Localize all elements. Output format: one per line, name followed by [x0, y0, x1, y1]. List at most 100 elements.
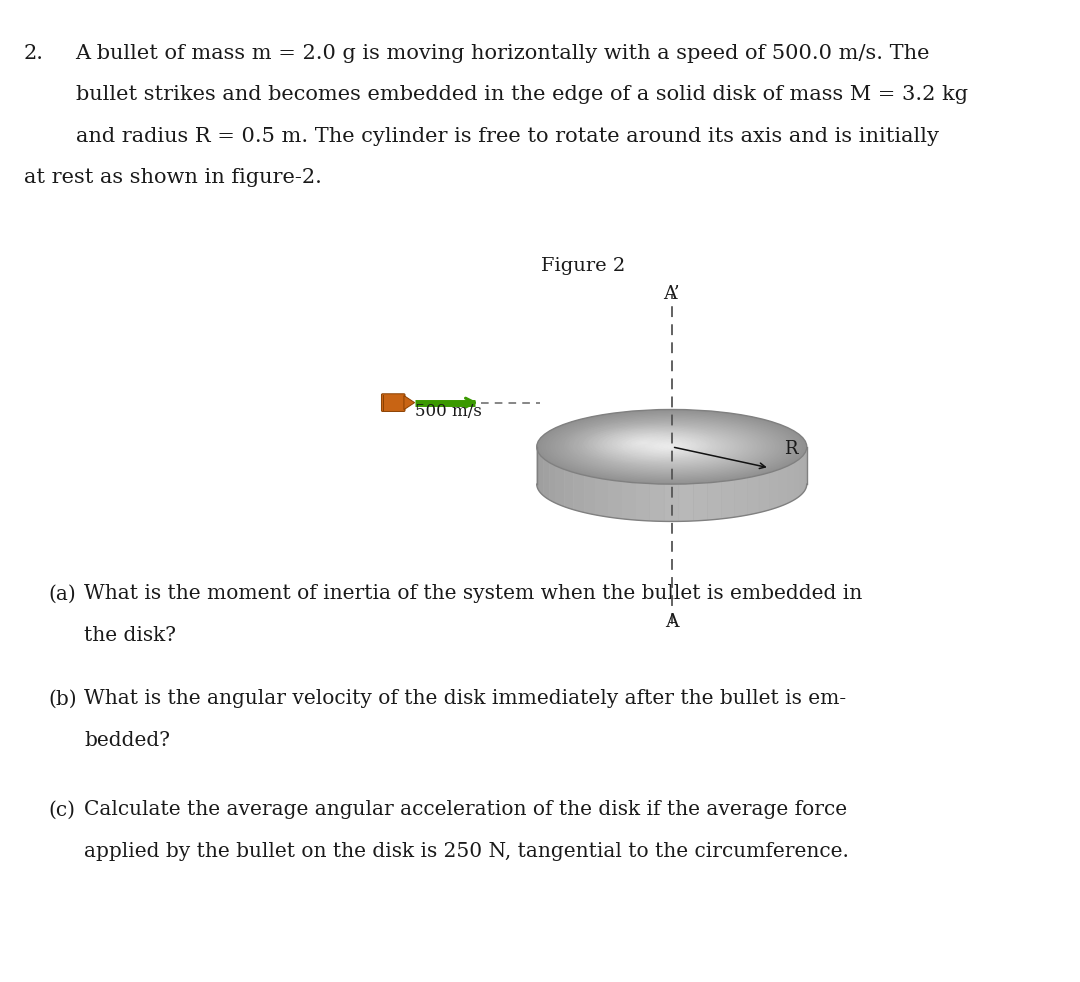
Ellipse shape — [589, 424, 755, 469]
Ellipse shape — [636, 437, 707, 457]
Polygon shape — [650, 483, 664, 521]
Ellipse shape — [656, 443, 688, 451]
Ellipse shape — [551, 413, 793, 480]
Ellipse shape — [599, 427, 744, 466]
Ellipse shape — [553, 413, 791, 480]
Ellipse shape — [593, 425, 751, 468]
Polygon shape — [735, 478, 747, 518]
Polygon shape — [404, 396, 415, 409]
Text: at rest as shown in figure-2.: at rest as shown in figure-2. — [24, 168, 322, 187]
Ellipse shape — [609, 429, 734, 464]
Ellipse shape — [602, 427, 742, 466]
Polygon shape — [693, 483, 707, 520]
Text: What is the angular velocity of the disk immediately after the bullet is em-: What is the angular velocity of the disk… — [84, 689, 847, 708]
Ellipse shape — [557, 415, 786, 478]
Ellipse shape — [626, 434, 717, 460]
Ellipse shape — [631, 439, 659, 447]
Ellipse shape — [541, 410, 802, 483]
Ellipse shape — [577, 420, 767, 473]
Ellipse shape — [622, 433, 721, 461]
Ellipse shape — [611, 430, 732, 464]
Ellipse shape — [617, 435, 673, 451]
Ellipse shape — [548, 412, 796, 481]
Polygon shape — [707, 481, 721, 520]
Polygon shape — [780, 466, 787, 507]
Ellipse shape — [555, 414, 788, 479]
Polygon shape — [537, 447, 807, 521]
Text: (a): (a) — [49, 584, 77, 603]
Ellipse shape — [624, 434, 719, 460]
Polygon shape — [564, 469, 573, 510]
Polygon shape — [540, 455, 543, 496]
Ellipse shape — [582, 422, 761, 471]
Ellipse shape — [626, 438, 663, 449]
Polygon shape — [664, 484, 678, 521]
Text: the disk?: the disk? — [84, 626, 176, 644]
Ellipse shape — [616, 431, 728, 463]
Text: 2.: 2. — [24, 44, 44, 63]
Ellipse shape — [651, 441, 692, 453]
Ellipse shape — [643, 439, 701, 455]
Polygon shape — [544, 459, 549, 500]
Ellipse shape — [663, 444, 680, 450]
Ellipse shape — [570, 418, 773, 475]
Ellipse shape — [647, 440, 697, 454]
Polygon shape — [584, 475, 595, 515]
Ellipse shape — [640, 442, 649, 445]
Text: and radius R = 0.5 m. The cylinder is free to rotate around its axis and is init: and radius R = 0.5 m. The cylinder is fr… — [76, 127, 939, 145]
Text: Calculate the average angular acceleration of the disk if the average force: Calculate the average angular accelerati… — [84, 800, 848, 819]
Ellipse shape — [629, 435, 715, 459]
Text: A’: A’ — [663, 285, 680, 302]
Ellipse shape — [631, 436, 713, 458]
Polygon shape — [770, 469, 779, 510]
Polygon shape — [759, 472, 769, 513]
Ellipse shape — [640, 438, 703, 456]
Polygon shape — [622, 481, 635, 520]
Ellipse shape — [545, 412, 798, 481]
Polygon shape — [538, 451, 540, 492]
Ellipse shape — [635, 441, 654, 446]
Ellipse shape — [566, 417, 778, 476]
Ellipse shape — [618, 432, 726, 462]
Polygon shape — [799, 455, 804, 496]
Ellipse shape — [667, 446, 676, 448]
Polygon shape — [636, 483, 649, 520]
Text: What is the moment of inertia of the system when the bullet is embedded in: What is the moment of inertia of the sys… — [84, 584, 863, 603]
Polygon shape — [550, 463, 556, 503]
Ellipse shape — [661, 444, 683, 450]
Ellipse shape — [665, 445, 678, 449]
Ellipse shape — [575, 420, 769, 473]
Polygon shape — [787, 463, 794, 504]
Ellipse shape — [659, 443, 686, 451]
Text: A bullet of mass m = 2.0 g is moving horizontally with a speed of 500.0 m/s. The: A bullet of mass m = 2.0 g is moving hor… — [76, 44, 930, 63]
Text: (b): (b) — [49, 689, 78, 708]
Polygon shape — [556, 466, 564, 507]
Text: 500 m/s: 500 m/s — [415, 404, 482, 420]
Ellipse shape — [638, 438, 705, 456]
Ellipse shape — [572, 419, 771, 474]
Ellipse shape — [634, 436, 710, 458]
Ellipse shape — [537, 409, 807, 484]
Ellipse shape — [564, 417, 780, 476]
Ellipse shape — [620, 432, 724, 462]
Ellipse shape — [621, 437, 669, 450]
Polygon shape — [573, 472, 584, 513]
Ellipse shape — [653, 442, 690, 452]
Ellipse shape — [645, 439, 699, 455]
Text: A: A — [665, 614, 678, 631]
Ellipse shape — [584, 422, 759, 471]
Ellipse shape — [586, 423, 757, 470]
Polygon shape — [608, 480, 621, 518]
Text: R: R — [784, 440, 797, 459]
Ellipse shape — [595, 425, 748, 468]
Ellipse shape — [580, 421, 764, 472]
Polygon shape — [596, 477, 608, 518]
Ellipse shape — [568, 418, 775, 475]
Polygon shape — [804, 451, 806, 492]
Ellipse shape — [607, 429, 737, 464]
Text: (c): (c) — [49, 800, 76, 819]
Polygon shape — [679, 484, 693, 521]
Polygon shape — [794, 459, 799, 500]
Ellipse shape — [562, 416, 782, 477]
Ellipse shape — [605, 428, 739, 465]
